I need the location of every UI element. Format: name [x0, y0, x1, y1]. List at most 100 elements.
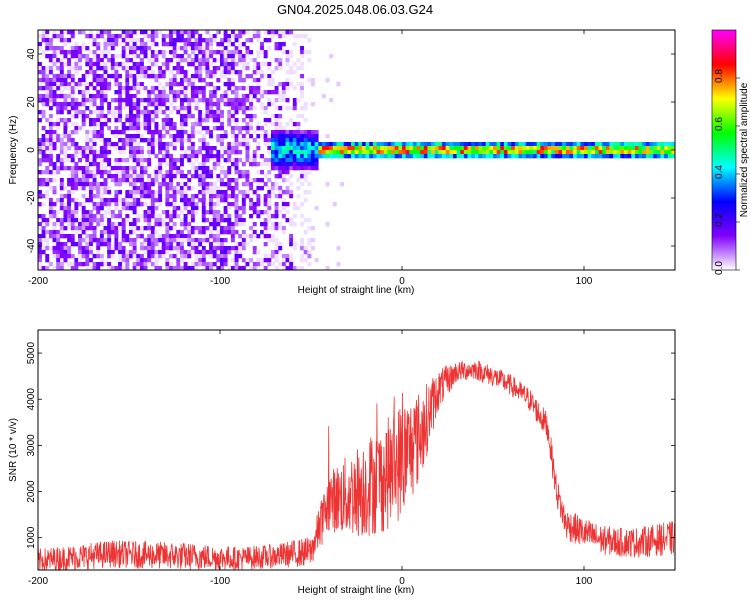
spectrogram-cell — [201, 38, 206, 43]
spectrogram-cell — [114, 190, 119, 195]
spectrogram-cell — [103, 166, 108, 171]
spectrogram-cell — [165, 142, 170, 147]
spectrogram-cell — [172, 214, 177, 219]
spectrogram-cell — [172, 238, 177, 243]
spectrogram-cell — [176, 158, 181, 163]
spectrogram-cell — [249, 202, 254, 207]
spectrogram-cell — [212, 254, 217, 259]
spectrogram-cell — [198, 74, 203, 79]
spectrogram-cell — [59, 102, 64, 107]
spectrogram-cell — [136, 190, 141, 195]
spectrogram-cell — [234, 138, 239, 143]
spectrogram-cell — [139, 66, 144, 71]
spectrogram-cell — [139, 254, 144, 259]
spectrogram-cell — [427, 154, 432, 159]
colorbar-tick-label: 0.8 — [714, 69, 725, 83]
spectrogram-cell — [81, 254, 86, 259]
spectrogram-cell — [48, 66, 53, 71]
spectrogram-cell — [303, 154, 308, 159]
spectrogram-cell — [456, 154, 461, 159]
spectrogram-cell — [369, 150, 374, 155]
spectrogram-cell — [129, 58, 133, 63]
spectrogram-cell — [613, 142, 618, 147]
spectrogram-cell — [442, 154, 446, 159]
spectrogram-cell — [132, 94, 137, 99]
spectrogram-cell — [132, 114, 137, 119]
spectrogram-cell — [190, 226, 195, 231]
spectrogram-cell — [332, 142, 337, 147]
spectrogram-cell — [67, 130, 72, 135]
spectrogram-cell — [92, 166, 97, 171]
spectrogram-cell — [107, 226, 112, 231]
spectrogram-cell — [41, 78, 46, 83]
spectrogram-cell — [241, 258, 246, 263]
spectrogram-cell — [179, 126, 184, 131]
spectrogram-cell — [59, 58, 64, 63]
spectrogram-cell — [205, 262, 210, 267]
spectrogram-cell — [70, 266, 75, 271]
spectrogram-cell — [187, 222, 192, 227]
spectrogram-cell — [132, 38, 137, 43]
spectrogram-cell — [96, 182, 101, 187]
spectrogram-cell — [285, 86, 290, 91]
spectrogram-cell — [311, 154, 315, 159]
spectrogram-cell — [183, 98, 188, 103]
spectrogram-cell — [154, 78, 159, 83]
spectrogram-cell — [85, 154, 90, 159]
spectrogram-cell — [114, 170, 119, 175]
spectrogram-cell — [114, 202, 119, 207]
spectrogram-cell — [70, 170, 75, 175]
spectrogram-cell — [118, 150, 123, 155]
spectrogram-cell — [351, 142, 355, 147]
spectrogram-cell — [238, 78, 243, 83]
spectrogram-cell — [147, 154, 152, 159]
spectrogram-cell — [74, 82, 79, 87]
spectrogram-cell — [653, 154, 658, 159]
spectrogram-cell — [121, 246, 126, 251]
spectrogram-cell — [38, 142, 42, 147]
spectrogram-cell — [325, 150, 330, 155]
spectrogram-cell — [201, 238, 206, 243]
spectrogram-cell — [209, 246, 214, 251]
spectrogram-cell — [45, 154, 50, 159]
spectrogram-cell — [110, 70, 115, 75]
spectrogram-cell — [169, 122, 173, 127]
spectrogram-cell — [56, 158, 61, 163]
spectrogram-cell — [67, 202, 72, 207]
spectrogram-cell — [139, 166, 144, 171]
spectrogram-cell — [48, 170, 53, 175]
spectrogram-cell — [220, 42, 224, 47]
spectrogram-cell — [194, 250, 199, 255]
spectrogram-cell — [325, 154, 330, 159]
spectrogram-cell — [547, 154, 552, 159]
spectrogram-cell — [139, 266, 144, 271]
spectrogram-cell — [533, 150, 537, 155]
spectrogram-cell — [412, 154, 417, 159]
spectrogram-cell — [238, 246, 243, 251]
spectrogram-cell — [136, 114, 141, 119]
spectrogram-cell — [252, 86, 257, 91]
spectrogram-cell — [234, 102, 239, 107]
spectrogram-cell — [209, 222, 214, 227]
spectrogram-cell — [165, 94, 170, 99]
spectrogram-cell — [300, 214, 305, 219]
spectrogram-cell — [427, 146, 432, 151]
spectrogram-cell — [289, 134, 294, 139]
spectrogram-cell — [463, 142, 468, 147]
spectrogram-cell — [201, 118, 206, 123]
spectrogram-cell — [158, 214, 163, 219]
spectrogram-cell — [303, 190, 308, 195]
spectrogram-cell — [263, 122, 268, 127]
spectrogram-cell — [209, 98, 214, 103]
spectrogram-cell — [45, 194, 50, 199]
spectrogram-cell — [143, 190, 148, 195]
spectrogram-cell — [125, 166, 130, 171]
spectrogram-cell — [45, 170, 50, 175]
spectrogram-cell — [150, 30, 155, 35]
spectrogram-cell — [179, 90, 184, 95]
spectrogram-cell — [118, 262, 123, 267]
spectrogram-cell — [56, 106, 61, 111]
spectrogram-cell — [169, 254, 173, 259]
spectrogram-cell — [118, 114, 123, 119]
spectrogram-cell — [256, 78, 261, 83]
